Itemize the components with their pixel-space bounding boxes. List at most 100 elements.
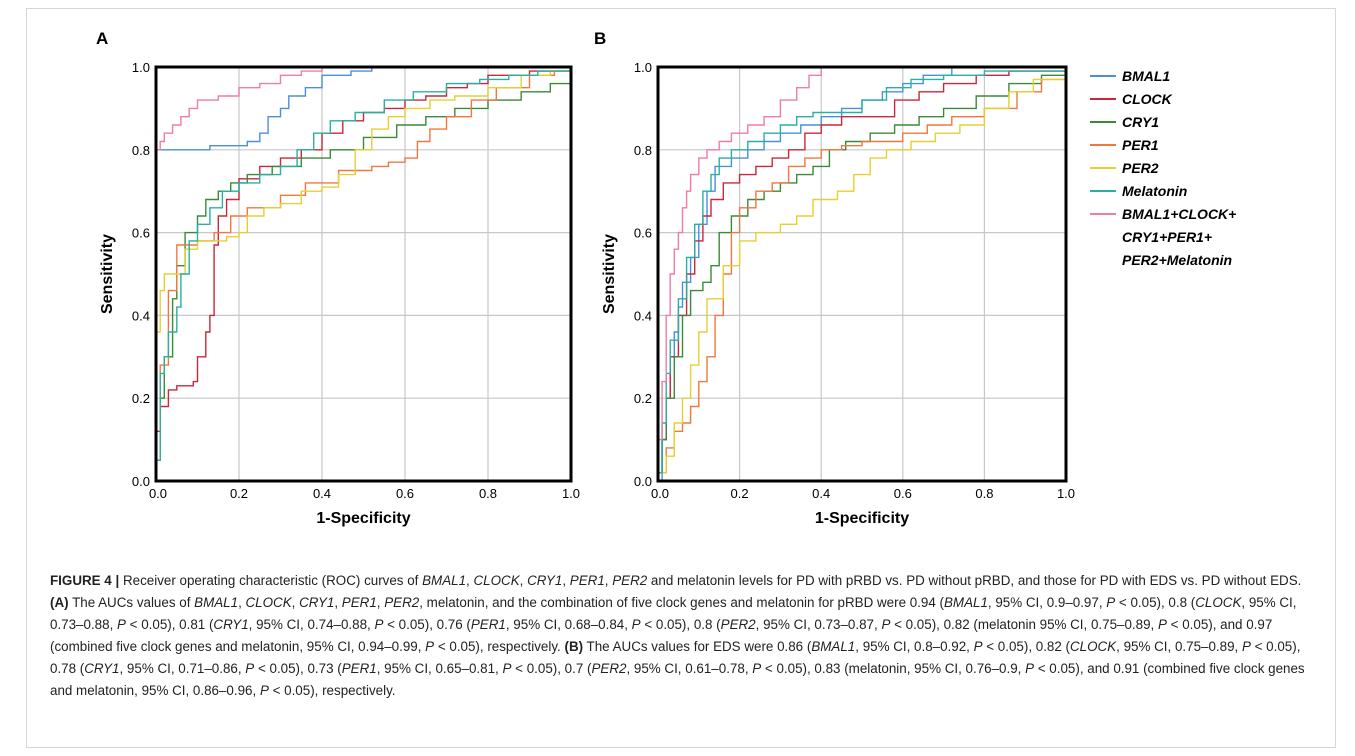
roc-curve-bmal1 (155, 66, 571, 159)
plot-frame (656, 65, 1068, 483)
caption-text: < 0.05), 0.81 ( (125, 617, 214, 632)
p-symbol: P (631, 617, 641, 632)
x-tick-label: 0.8 (975, 486, 993, 501)
roc-curve-melatonin (658, 67, 1067, 474)
y-tick-label: 0.0 (634, 474, 652, 489)
roc-curve-clock (658, 67, 1067, 474)
gene-name: PER2 (384, 595, 420, 610)
caption-panel-label-a: (A) (50, 595, 69, 610)
caption-text: < 0.05), respectively. (268, 683, 396, 698)
caption-panel-label-b: (B) (564, 639, 584, 654)
x-tick-label: 0.4 (812, 486, 830, 501)
caption-text: , (562, 573, 570, 588)
x-tick-label: 0.0 (149, 486, 167, 501)
roc-curve-bmal1 (658, 66, 1066, 482)
y-tick-label: 1.0 (132, 60, 150, 75)
caption-text: , (604, 573, 613, 588)
gene-name: PER2 (720, 617, 756, 632)
caption-text: , (519, 573, 528, 588)
p-symbol: P (1025, 661, 1035, 676)
y-tick-label: 0.6 (132, 226, 150, 241)
caption-text: , 95% CI, 0.73–0.88, (50, 595, 1297, 632)
legend-label: PER2 (1122, 160, 1159, 176)
caption-text: and melatonin levels for PD with pRBD vs… (647, 573, 1302, 588)
x-axis-label: 1-Specificity (316, 510, 410, 527)
roc-curve-per1 (156, 67, 572, 461)
roc-curve-bmal1-clock-cry1-per1-per2-melatonin (155, 66, 571, 167)
x-tick-label: 0.2 (731, 486, 749, 501)
roc-curve-cry1 (156, 75, 572, 461)
y-axis-label: Sensitivity (99, 234, 116, 314)
x-tick-label: 0.6 (396, 486, 414, 501)
p-symbol: P (1158, 617, 1167, 632)
p-symbol: P (245, 661, 255, 676)
y-tick-label: 0.4 (634, 308, 652, 323)
caption-text: < 0.05), 0.83 (melatonin, 95% CI, 0.76–0… (761, 661, 1026, 676)
caption-text: The AUCs values of (68, 595, 195, 610)
legend-label: BMAL1 (1122, 68, 1170, 84)
caption-text: , melatonin, and the combination of five… (419, 595, 944, 610)
y-tick-label: 0.6 (634, 226, 652, 241)
gene-name: PER1 (341, 595, 377, 610)
caption-text: , 95% CI, 0.65–0.81, (376, 661, 503, 676)
caption-text: Receiver operating characteristic (ROC) … (119, 573, 423, 588)
legend-label: BMAL1+CLOCK+ (1122, 206, 1236, 222)
caption-text: < 0.05), 0.8 ( (1115, 595, 1196, 610)
roc-curve-bmal1-clock-cry1-per1-per2-melatonin (658, 66, 1066, 441)
caption-text: , 95% CI, 0.8–0.92, (855, 639, 974, 654)
caption-text: , 95% CI, 0.68–0.84, (505, 617, 632, 632)
caption-text: , (291, 595, 300, 610)
caption-text: , 95% CI, 0.61–0.78, (626, 661, 753, 676)
caption-text: < 0.05), and 0.91 (combined five clock g… (50, 661, 1305, 698)
roc-curve-cry1 (658, 67, 1067, 474)
caption-text: , 95% CI, 0.75–0.89, (1116, 639, 1242, 654)
p-symbol: P (117, 617, 126, 632)
p-symbol: P (973, 639, 983, 654)
x-axis-label: 1-Specificity (815, 510, 909, 527)
gene-name: CLOCK (473, 573, 520, 588)
gene-name: PER2 (612, 573, 648, 588)
x-tick-label: 0.0 (651, 486, 669, 501)
caption-text: < 0.05), 0.82 ( (982, 639, 1071, 654)
gene-name: BMAL1 (811, 639, 856, 654)
panel-label-a: A (96, 29, 108, 48)
caption-text: < 0.05), 0.78 ( (50, 639, 1301, 676)
caption-figure-label: FIGURE 4 | (50, 573, 120, 588)
caption-text: < 0.05), 0.76 ( (383, 617, 471, 632)
caption-text: , (466, 573, 474, 588)
caption-text: , (376, 595, 385, 610)
figure-caption: FIGURE 4 | Receiver operating characteri… (50, 570, 1320, 702)
roc-curve-per2 (658, 67, 1067, 474)
caption-text: , 95% CI, 0.73–0.87, (755, 617, 882, 632)
caption-text: , (238, 595, 246, 610)
y-tick-label: 1.0 (634, 60, 652, 75)
gene-name: CRY1 (84, 661, 120, 676)
legend-label: CLOCK (1122, 91, 1173, 107)
caption-text: < 0.05), 0.82 (melatonin 95% CI, 0.75–0.… (890, 617, 1158, 632)
gene-name: CRY1 (527, 573, 563, 588)
y-tick-label: 0.2 (634, 391, 652, 406)
y-axis-label: Sensitivity (601, 234, 618, 314)
caption-text: < 0.05), 0.73 ( (254, 661, 342, 676)
y-tick-label: 0.4 (132, 308, 150, 323)
y-tick-label: 0.8 (634, 143, 652, 158)
p-symbol: P (374, 617, 384, 632)
gene-name: CRY1 (213, 617, 249, 632)
figure-frame (26, 8, 1336, 748)
caption-text: , 95% CI, 0.9–0.97, (987, 595, 1107, 610)
gene-name: PER2 (591, 661, 627, 676)
gene-name: PER1 (341, 661, 377, 676)
p-symbol: P (881, 617, 891, 632)
p-symbol: P (259, 683, 269, 698)
y-tick-label: 0.0 (132, 474, 150, 489)
p-symbol: P (502, 661, 512, 676)
roc-curve-melatonin (156, 67, 572, 461)
x-tick-label: 0.8 (479, 486, 497, 501)
caption-text: < 0.05), and 0.97 (combined five clock g… (50, 617, 1273, 654)
plot-frame (154, 65, 573, 483)
roc-figure: A 0.0 0.2 0.4 0.6 0.8 1.0 0.0 0.2 0.4 0.6 0.8 1.0 1-S… (96, 29, 1236, 527)
x-tick-label: 0.4 (313, 486, 331, 501)
gene-name: CLOCK (245, 595, 292, 610)
legend-label: Melatonin (1122, 183, 1187, 199)
p-symbol: P (752, 661, 762, 676)
